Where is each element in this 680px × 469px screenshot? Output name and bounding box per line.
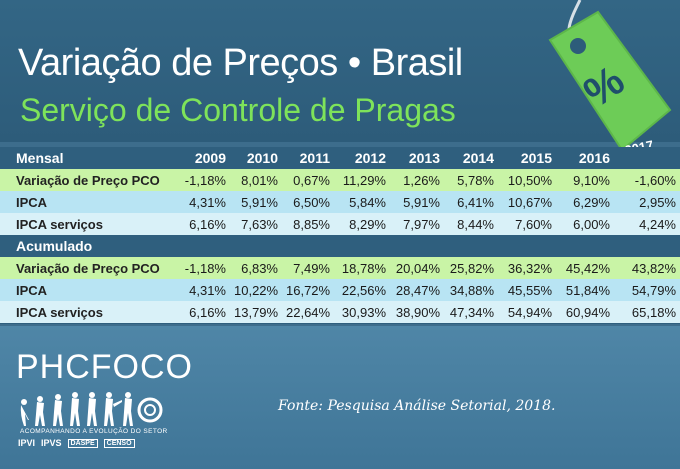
table-row: IPCA serviços 6,16% 7,63% 8,85% 8,29% 7,… bbox=[0, 213, 680, 235]
evolution-figures-icon bbox=[20, 392, 163, 426]
price-table: Mensal 2009 2010 2011 2012 2013 2014 201… bbox=[0, 147, 680, 323]
table-cell: -1,18% bbox=[170, 169, 230, 191]
table-cell: 13,79% bbox=[230, 301, 282, 323]
header-year: 2015 bbox=[520, 150, 552, 166]
table-cell: 60,94% bbox=[556, 301, 614, 323]
table-cell: 5,78% bbox=[444, 169, 498, 191]
table-cell: 7,49% bbox=[282, 257, 334, 279]
table-cell: 45,55% bbox=[498, 279, 556, 301]
header-year: 2009 bbox=[194, 150, 226, 166]
brand-daspe: DASPE bbox=[67, 438, 98, 448]
table-cell: 0,67% bbox=[282, 169, 334, 191]
table-cell: 34,88% bbox=[444, 279, 498, 301]
row-label: IPCA serviços bbox=[0, 213, 170, 235]
brand-ipvi: IPVI bbox=[18, 438, 36, 448]
brand-ipvs: IPVS bbox=[41, 438, 62, 448]
table-cell: -1,18% bbox=[170, 257, 230, 279]
phcfoco-logo: PHCFOCO bbox=[16, 348, 193, 386]
table-cell: 4,31% bbox=[170, 191, 230, 213]
price-tag-icon: % 2017 bbox=[548, 0, 672, 158]
table-cell: 18,78% bbox=[334, 257, 390, 279]
logo-tagline: ACOMPANHANDO A EVOLUÇÃO DO SETOR bbox=[20, 428, 168, 435]
row-label: Variação de Preço PCO bbox=[0, 169, 170, 191]
table-cell: 30,93% bbox=[334, 301, 390, 323]
table-cell: 54,79% bbox=[614, 279, 680, 301]
table-cell: 5,84% bbox=[334, 191, 390, 213]
table-cell: 1,26% bbox=[390, 169, 444, 191]
table-cell: 8,01% bbox=[230, 169, 282, 191]
table-cell: 5,91% bbox=[230, 191, 282, 213]
header-year: 2013 bbox=[408, 150, 440, 166]
table-cell: 7,63% bbox=[230, 213, 282, 235]
table-cell: 54,94% bbox=[498, 301, 556, 323]
header-mensal: Mensal bbox=[16, 150, 64, 166]
section-header-row: Acumulado bbox=[0, 235, 680, 257]
price-table-container: Mensal 2009 2010 2011 2012 2013 2014 201… bbox=[0, 147, 680, 324]
table-cell: 4,31% bbox=[170, 279, 230, 301]
row-label: Variação de Preço PCO bbox=[0, 257, 170, 279]
table-cell: 16,72% bbox=[282, 279, 334, 301]
row-label: IPCA bbox=[0, 279, 170, 301]
partner-brands: IPVI IPVS DASPE CENSO bbox=[18, 438, 135, 448]
header-year: 2016 bbox=[578, 150, 610, 166]
page-subtitle: Serviço de Controle de Pragas bbox=[20, 92, 456, 128]
table-cell: 6,29% bbox=[556, 191, 614, 213]
table-row: IPCA serviços 6,16% 13,79% 22,64% 30,93%… bbox=[0, 301, 680, 323]
table-header-row: Mensal 2009 2010 2011 2012 2013 2014 201… bbox=[0, 147, 680, 169]
table-row: Variação de Preço PCO -1,18% 6,83% 7,49%… bbox=[0, 257, 680, 279]
table-cell: 8,85% bbox=[282, 213, 334, 235]
table-cell: 6,16% bbox=[170, 301, 230, 323]
table-cell: 38,90% bbox=[390, 301, 444, 323]
table-cell: 43,82% bbox=[614, 257, 680, 279]
table-cell: 51,84% bbox=[556, 279, 614, 301]
table-row: IPCA 4,31% 5,91% 6,50% 5,84% 5,91% 6,41%… bbox=[0, 191, 680, 213]
table-cell: 10,22% bbox=[230, 279, 282, 301]
header-year: 2010 bbox=[246, 150, 278, 166]
brand-censo: CENSO bbox=[103, 438, 135, 448]
table-cell: 6,50% bbox=[282, 191, 334, 213]
table-cell: 2,95% bbox=[614, 191, 680, 213]
row-label: IPCA bbox=[0, 191, 170, 213]
table-cell: 20,04% bbox=[390, 257, 444, 279]
source-note: Fonte: Pesquisa Análise Setorial, 2018. bbox=[278, 398, 556, 414]
table-cell: 6,41% bbox=[444, 191, 498, 213]
table-cell: 4,24% bbox=[614, 213, 680, 235]
table-cell: 25,82% bbox=[444, 257, 498, 279]
table-cell: 7,60% bbox=[498, 213, 556, 235]
table-cell: 65,18% bbox=[614, 301, 680, 323]
header-banner: Variação de Preços • Brasil Serviço de C… bbox=[0, 0, 680, 142]
table-cell: 10,50% bbox=[498, 169, 556, 191]
table-cell: 9,10% bbox=[556, 169, 614, 191]
header-year: 2012 bbox=[354, 150, 386, 166]
table-cell: 22,56% bbox=[334, 279, 390, 301]
table-cell: 7,97% bbox=[390, 213, 444, 235]
table-cell: -1,60% bbox=[614, 169, 680, 191]
table-cell: 11,29% bbox=[334, 169, 390, 191]
header-year: 2014 bbox=[462, 150, 494, 166]
table-cell: 28,47% bbox=[390, 279, 444, 301]
table-cell: 47,34% bbox=[444, 301, 498, 323]
table-cell: 6,16% bbox=[170, 213, 230, 235]
table-cell: 6,00% bbox=[556, 213, 614, 235]
footer: PHCFOCO ACOMPANHANDO A EVOLUÇÃO DO SETOR… bbox=[0, 326, 680, 469]
row-label: IPCA serviços bbox=[0, 301, 170, 323]
table-cell: 6,83% bbox=[230, 257, 282, 279]
page-title: Variação de Preços • Brasil bbox=[18, 42, 463, 84]
table-cell: 8,44% bbox=[444, 213, 498, 235]
table-cell: 8,29% bbox=[334, 213, 390, 235]
table-cell: 22,64% bbox=[282, 301, 334, 323]
table-row: IPCA 4,31% 10,22% 16,72% 22,56% 28,47% 3… bbox=[0, 279, 680, 301]
table-cell: 10,67% bbox=[498, 191, 556, 213]
header-year: 2011 bbox=[299, 150, 330, 166]
table-cell: 45,42% bbox=[556, 257, 614, 279]
table-cell: 36,32% bbox=[498, 257, 556, 279]
section-acumulado: Acumulado bbox=[16, 238, 93, 254]
table-row: Variação de Preço PCO -1,18% 8,01% 0,67%… bbox=[0, 169, 680, 191]
table-cell: 5,91% bbox=[390, 191, 444, 213]
